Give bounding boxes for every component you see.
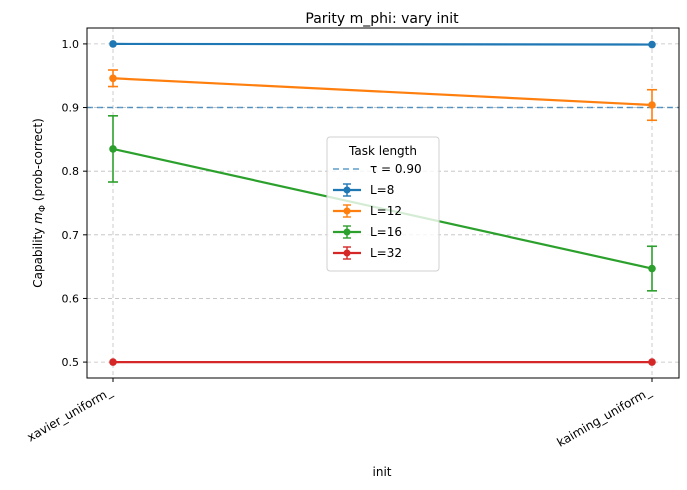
y-tick-label: 0.9 [62,102,80,115]
legend: Task length τ = 0.90 L=8 L=12 L=16 L=32 [326,136,440,272]
series-line [112,42,653,46]
data-point [648,264,656,273]
y-axis-label-symbol: m [31,212,45,224]
y-tick-label: 0.7 [62,229,80,242]
data-point [648,358,656,366]
y-axis-label-subscript: Φ [38,205,48,212]
series-line [112,77,653,107]
data-point [648,101,656,109]
y-tick-label: 0.8 [62,165,80,178]
y-tick-label: 1.0 [62,38,80,51]
legend-swatch-marker [343,186,351,194]
series-l-8 [109,40,656,49]
data-point [109,40,117,48]
x-axis-label: init [373,465,392,479]
legend-swatch-marker [343,207,351,215]
legend-swatch-marker [343,228,351,236]
series-l-12 [108,69,657,122]
y-tick-label: 0.5 [62,356,80,369]
data-point [109,145,117,153]
chart-title: Parity m_phi: vary init [305,11,459,27]
plot-frame [86,27,680,379]
legend-label: L=8 [370,183,394,197]
data-point [109,74,117,83]
legend-label: L=32 [370,246,402,260]
y-axis-label-suffix: (prob-correct) [31,118,45,205]
y-axis-label: Capability mΦ (prob-correct) [31,118,48,288]
legend-threshold-label: τ = 0.90 [370,162,422,176]
series-l-32 [109,358,656,366]
legend-title: Task length [348,144,417,158]
data-point [648,40,656,49]
legend-swatch-marker [343,249,351,257]
y-tick-label: 0.6 [62,292,80,305]
legend-box [326,136,440,272]
y-axis-label-prefix: Capability [31,224,45,288]
data-point [109,358,117,366]
legend-label: L=12 [370,204,402,218]
legend-label: L=16 [370,225,402,239]
